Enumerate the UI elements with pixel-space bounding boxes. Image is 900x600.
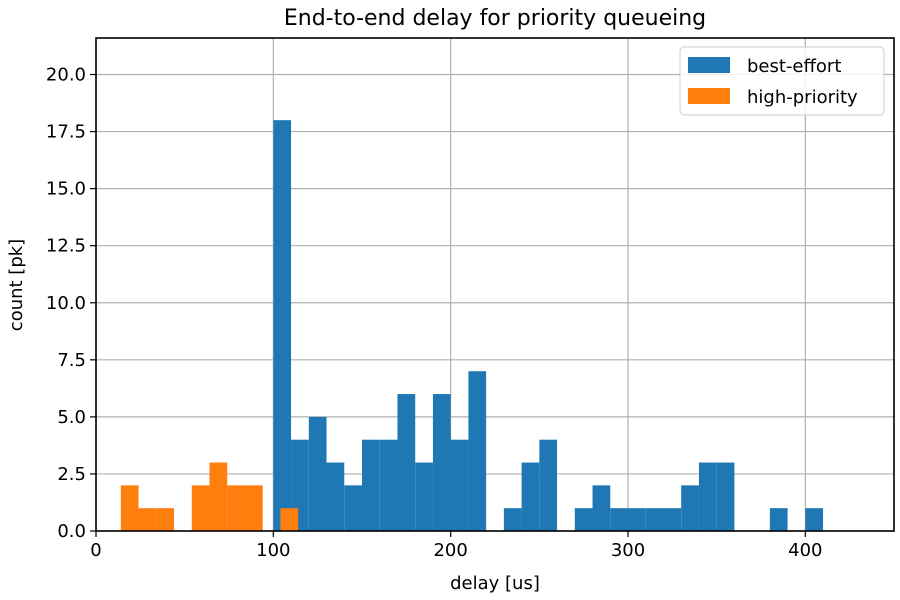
bar-best-effort <box>379 439 398 531</box>
chart-title: End-to-end delay for priority queueing <box>284 6 706 31</box>
bar-best-effort <box>681 485 699 531</box>
bar-best-effort <box>698 462 717 531</box>
bar-best-effort <box>468 371 487 531</box>
bar-best-effort <box>663 508 682 531</box>
y-tick-label: 10.0 <box>46 293 86 314</box>
bar-best-effort <box>503 508 522 531</box>
x-axis-label: delay [us] <box>450 573 540 594</box>
y-tick-label: 17.5 <box>46 122 86 143</box>
bar-high-priority <box>209 462 228 531</box>
grid <box>95 38 894 532</box>
bar-best-effort <box>308 416 327 531</box>
y-tick-label: 15.0 <box>46 179 86 200</box>
legend: best-effort high-priority <box>679 46 885 116</box>
bar-best-effort <box>326 462 345 531</box>
y-tick-label: 5.0 <box>57 407 86 428</box>
y-tick-label: 2.5 <box>57 464 86 485</box>
bar-best-effort <box>645 508 664 531</box>
bar-best-effort <box>344 485 362 531</box>
x-tick-label: 100 <box>256 540 290 561</box>
legend-swatch-best-effort <box>688 57 730 73</box>
legend-label-best-effort: best-effort <box>747 56 841 77</box>
bar-high-priority <box>227 485 245 531</box>
bar-best-effort <box>521 462 540 531</box>
plot-frame <box>95 37 895 532</box>
bar-best-effort <box>415 462 433 531</box>
bar-best-effort <box>716 462 735 531</box>
bar-best-effort <box>432 394 451 531</box>
bar-best-effort <box>610 508 628 531</box>
bars <box>120 120 824 532</box>
bar-high-priority <box>156 508 175 531</box>
bar-best-effort <box>805 508 824 531</box>
bar-high-priority <box>244 485 263 531</box>
x-tick-label: 200 <box>433 540 467 561</box>
bar-best-effort <box>273 120 292 532</box>
legend-box <box>679 46 885 116</box>
y-tick-label: 0.0 <box>57 521 86 542</box>
bar-best-effort <box>397 394 416 531</box>
bar-best-effort <box>539 439 558 531</box>
legend-swatch-high-priority <box>688 88 730 104</box>
bar-high-priority <box>191 485 210 531</box>
y-tick-label: 20.0 <box>46 65 86 86</box>
axis-ticks: 0 100 200 300 400 0.0 2.5 5.0 7.5 10.0 12.5 15.0 17.… <box>46 65 823 561</box>
bar-best-effort <box>628 508 646 531</box>
y-axis-label: count [pk] <box>6 239 27 331</box>
x-tick-label: 0 <box>90 540 101 561</box>
y-tick-label: 7.5 <box>57 350 86 371</box>
bar-best-effort <box>574 508 593 531</box>
bar-best-effort <box>450 439 469 531</box>
x-tick-label: 300 <box>611 540 645 561</box>
bar-best-effort <box>592 485 611 531</box>
legend-label-high-priority: high-priority <box>747 87 858 108</box>
bar-high-priority <box>120 485 139 531</box>
bar-high-priority <box>280 508 299 531</box>
x-tick-label: 400 <box>788 540 822 561</box>
bar-best-effort <box>362 439 380 531</box>
bar-high-priority <box>138 508 157 531</box>
bar-best-effort <box>769 508 788 531</box>
y-tick-label: 12.5 <box>46 236 86 257</box>
